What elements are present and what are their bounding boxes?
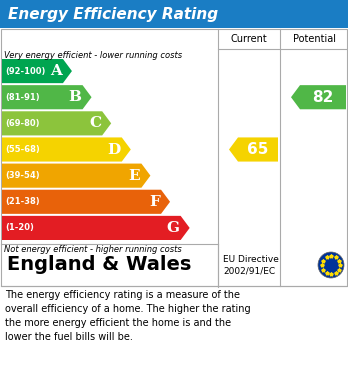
Polygon shape bbox=[2, 216, 190, 240]
Bar bbox=[0, 0, 348, 28]
Circle shape bbox=[318, 252, 344, 278]
Text: E: E bbox=[129, 169, 141, 183]
Text: (55-68): (55-68) bbox=[5, 145, 40, 154]
Text: England & Wales: England & Wales bbox=[7, 255, 191, 274]
Bar bbox=[1, 29, 347, 286]
Text: (39-54): (39-54) bbox=[5, 171, 40, 180]
Text: 82: 82 bbox=[312, 90, 334, 105]
Polygon shape bbox=[2, 111, 111, 135]
Text: A: A bbox=[50, 64, 62, 78]
Polygon shape bbox=[2, 163, 150, 188]
Polygon shape bbox=[2, 190, 170, 214]
Polygon shape bbox=[291, 85, 346, 109]
Text: F: F bbox=[149, 195, 160, 209]
Text: (92-100): (92-100) bbox=[5, 66, 45, 75]
Text: EU Directive
2002/91/EC: EU Directive 2002/91/EC bbox=[223, 255, 279, 275]
Text: (69-80): (69-80) bbox=[5, 119, 40, 128]
Text: (1-20): (1-20) bbox=[5, 223, 34, 232]
Text: (81-91): (81-91) bbox=[5, 93, 40, 102]
Text: D: D bbox=[108, 142, 121, 156]
Text: 65: 65 bbox=[247, 142, 269, 157]
Polygon shape bbox=[2, 137, 131, 161]
Text: C: C bbox=[89, 117, 101, 130]
Text: G: G bbox=[167, 221, 180, 235]
Polygon shape bbox=[229, 137, 278, 161]
Text: Energy Efficiency Rating: Energy Efficiency Rating bbox=[8, 7, 218, 22]
Text: The energy efficiency rating is a measure of the
overall efficiency of a home. T: The energy efficiency rating is a measur… bbox=[5, 290, 251, 342]
Text: Current: Current bbox=[231, 34, 267, 44]
Text: Potential: Potential bbox=[293, 34, 335, 44]
Text: B: B bbox=[69, 90, 81, 104]
Text: (21-38): (21-38) bbox=[5, 197, 40, 206]
Text: Very energy efficient - lower running costs: Very energy efficient - lower running co… bbox=[4, 51, 182, 60]
Polygon shape bbox=[2, 85, 92, 109]
Polygon shape bbox=[2, 59, 72, 83]
Text: Not energy efficient - higher running costs: Not energy efficient - higher running co… bbox=[4, 245, 182, 254]
